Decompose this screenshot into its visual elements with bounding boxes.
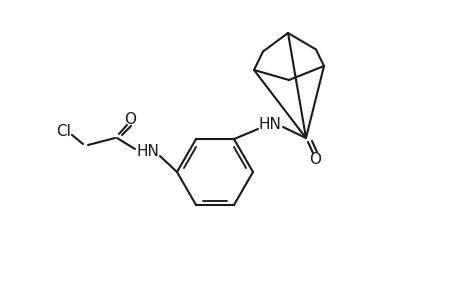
Text: Cl: Cl xyxy=(56,124,71,139)
Text: O: O xyxy=(308,152,320,166)
Text: HN: HN xyxy=(136,143,159,158)
Text: O: O xyxy=(124,112,136,127)
Text: HN: HN xyxy=(258,116,281,131)
